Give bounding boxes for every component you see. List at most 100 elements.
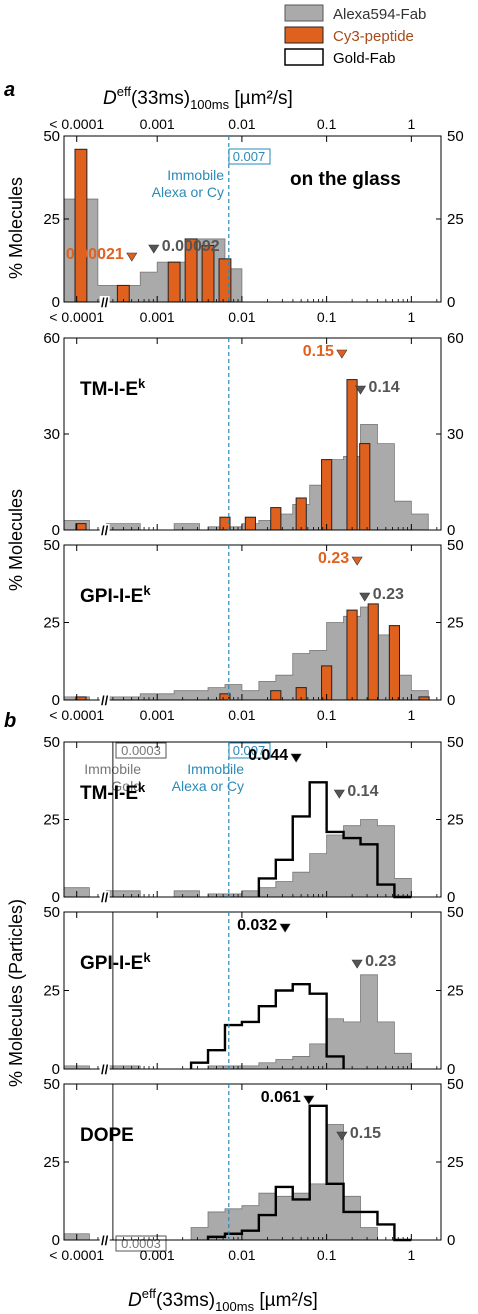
y-tick-label: 50 [43,537,60,554]
y-tick-label-right: 30 [447,426,464,443]
axis-break-bg [99,891,110,903]
series-gray-area [63,424,429,531]
y-tick-label: 0 [52,1061,60,1078]
y-tick-label-right: 0 [447,692,455,709]
y-tick-label: 25 [43,1154,60,1171]
top-axis-title-unit: [µm²/s] [229,88,293,109]
x-tick-label: 0.1 [317,309,337,325]
value-marker [333,789,345,799]
value-marker [148,244,160,254]
x-tick-label: 1 [407,1247,415,1263]
top-axis-title: Deff(33ms)100ms [µm²/s] [103,84,293,112]
section-label-a: a [4,79,15,101]
x-tick-label-top: 0.001 [140,116,175,132]
y-tick-label-right: 0 [447,522,455,539]
top-axis-title-sub: 100ms [190,97,230,112]
value-marker [351,556,363,566]
immobile-alexa-label-b1: Immobile [187,761,244,777]
y-tick-label: 25 [43,983,60,1000]
y-tick-label: 25 [43,812,60,829]
bar-orange [270,507,282,531]
y-tick-label: 50 [43,128,60,145]
y-tick-label-right: 25 [447,211,464,228]
immobile-gold-box-b [115,742,167,759]
bar-orange [295,497,307,531]
y-tick-label: 25 [43,615,60,632]
y-tick-label-right: 50 [447,904,464,921]
panel-label: on the glass [290,169,401,190]
value-marker [336,1131,348,1141]
x-tick-label: 0.1 [317,1247,337,1263]
y-tick-label-right: 25 [447,812,464,829]
y-tick-label-right: 25 [447,1154,464,1171]
series-outline-step [189,983,345,1069]
value-label: 0.23 [318,550,349,567]
top-axis-title-sup: eff [117,84,132,99]
bar-orange [321,459,333,531]
y-tick-label: 0 [52,692,60,709]
x-tick-label: 1 [407,707,415,723]
legend-swatch-orange [284,26,324,44]
section-label-b: b [4,710,16,732]
panel-a3: // 0 0 25 25 50 50 GPI-I-Ek 0.23 0.23 [43,537,463,709]
immobile-alexa-value-b: 0.007 [233,743,266,758]
bar-orange [346,379,358,531]
bar-orange [74,148,88,303]
x-tick-label: 0.01 [228,1247,255,1263]
legend-swatch-outline [284,48,324,66]
bottom-axis-title-unit: [µm²/s] [254,1290,318,1311]
ylabel-a-lower: % Molecules [6,489,26,591]
value-marker [359,592,371,602]
x-tick-label-top: 1 [407,116,415,132]
bar-orange [75,523,87,531]
panel-label: DOPE [80,1125,134,1146]
value-marker [290,753,302,763]
value-label: 0.00021 [66,246,124,263]
axis-break-bg [99,1063,110,1075]
x-tick-label-top: 0.01 [228,116,255,132]
panel-a1: // 0 0 25 25 50 50 on the glass 0.00021 0.00092 [43,128,463,311]
ylabel-a-upper: % Molecules [6,177,26,279]
bar-orange [388,625,400,701]
value-label: 0.14 [347,783,378,800]
legend-label-orange: Cy3-peptide [333,28,414,45]
panel-b2: // 0 0 25 25 50 50 GPI-I-Ek 0.032 0.23 [43,904,463,1078]
y-tick-label: 50 [43,734,60,751]
immobile-gold-value-b: 0.0003 [121,743,161,758]
value-label: 0.15 [303,343,334,360]
y-tick-label-right: 50 [447,734,464,751]
panel-a2: // 0 0 30 30 60 60 TM-I-Ek 0.15 0.14 [43,330,463,539]
y-tick-label: 0 [52,1232,60,1249]
panel-label-sup: k [138,780,146,795]
immobile-alexa-box-a [228,148,271,165]
value-label: 0.23 [365,953,396,970]
x-tick-label: 0.001 [140,707,175,723]
panel-label: GPI-I-Ek [80,950,151,974]
value-label: 0.14 [369,379,400,396]
panel-label-sup: k [143,950,151,965]
y-tick-label-right: 0 [447,889,455,906]
x-tick-label: < 0.0001 [49,707,104,723]
y-tick-label-right: 0 [447,1061,455,1078]
value-label: 0.061 [261,1089,301,1106]
axis-break-mark: // [101,1062,109,1077]
y-tick-label-right: 25 [447,615,464,632]
y-tick-label: 0 [52,889,60,906]
bar-orange [270,690,282,701]
x-tick-label: 0.01 [228,309,255,325]
immobile-alexa-value-a: 0.007 [233,149,266,164]
immobile-alexa-label-a1: Immobile [167,167,224,183]
value-label: 0.044 [248,747,288,764]
bar-orange [167,261,181,303]
x-tick-label-top: 0.1 [317,116,337,132]
panel-label-sup: k [143,583,151,598]
immobile-gold-label-b2: Gold [111,778,141,794]
value-label: 0.23 [373,586,404,603]
panel-label: GPI-I-Ek [80,583,151,607]
y-tick-label-right: 25 [447,983,464,1000]
legend-label-outline: Gold-Fab [333,50,396,67]
panel-b1: // 0 0 25 25 50 50 TM-I-Ek 0.044 0.14 [43,734,463,906]
x-tick-label: 0.1 [317,707,337,723]
series-gray-area [63,606,429,701]
axis-break-mark: // [101,890,109,905]
